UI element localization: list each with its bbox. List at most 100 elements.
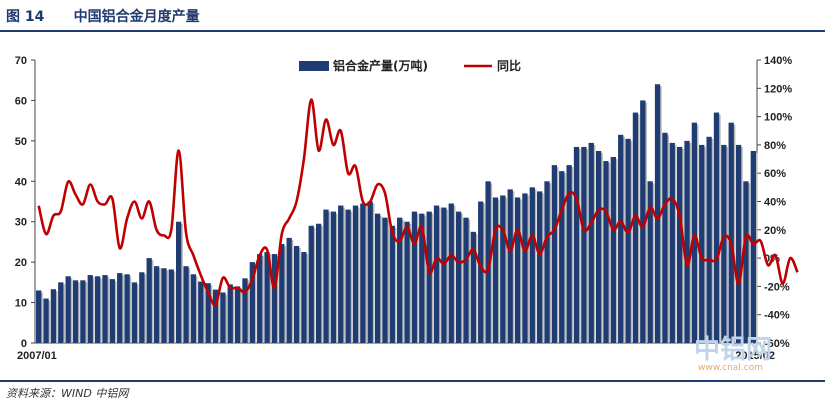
bar <box>647 181 653 343</box>
bar <box>500 195 506 343</box>
bar <box>610 157 616 343</box>
bar <box>65 276 71 343</box>
y-right-tick-label: 140% <box>764 55 792 67</box>
yoy-line <box>37 98 799 307</box>
x-end-label: 2015/02 <box>735 350 775 362</box>
bottom-rule <box>0 380 825 382</box>
bar <box>198 281 204 343</box>
bar <box>632 112 639 343</box>
bar <box>257 254 263 343</box>
bar <box>743 181 749 343</box>
bar <box>618 134 624 343</box>
bar <box>227 284 233 343</box>
title-rule <box>0 30 825 32</box>
bar <box>58 282 64 343</box>
bar <box>662 132 668 343</box>
y-right-tick-label: 60% <box>764 168 786 180</box>
y-left-tick-label: 0 <box>21 338 27 350</box>
bar <box>551 165 558 343</box>
bar <box>485 181 491 343</box>
bar <box>713 112 720 343</box>
bar <box>367 201 373 343</box>
watermark-text: 中铝网 <box>694 335 772 365</box>
bar <box>279 243 285 343</box>
bar <box>735 144 742 343</box>
bar <box>301 252 307 343</box>
bar <box>153 266 160 343</box>
y-right-tick-label: 80% <box>764 140 786 152</box>
bar <box>330 211 337 343</box>
y-right-tick-label: 100% <box>764 112 792 124</box>
bar <box>573 146 580 343</box>
bar <box>323 209 329 343</box>
watermark-url: www.cnal.com <box>698 363 763 373</box>
bar <box>271 254 278 343</box>
line-series <box>37 98 799 307</box>
y-left-tick-label: 60 <box>15 95 27 107</box>
bar <box>669 142 675 343</box>
bar <box>389 225 395 343</box>
bar <box>463 217 469 343</box>
bar <box>699 144 705 343</box>
bar <box>36 290 42 343</box>
bar <box>625 138 631 343</box>
bar <box>595 150 602 343</box>
bar <box>146 258 152 343</box>
bar <box>293 245 300 343</box>
bar <box>455 211 462 343</box>
bar <box>559 171 565 343</box>
watermark-logo: 中铝网 www.cnal.com <box>694 335 772 373</box>
bar <box>168 269 174 343</box>
bar <box>441 207 447 343</box>
bar <box>220 292 226 343</box>
bar <box>382 217 388 343</box>
y-right-tick-label: 20% <box>764 225 786 237</box>
bar <box>691 122 698 343</box>
bar <box>603 161 609 343</box>
bar <box>397 217 403 343</box>
legend-bar-swatch <box>299 61 329 71</box>
bar <box>404 221 410 343</box>
bar <box>190 274 197 343</box>
bar-series <box>36 84 758 344</box>
bar <box>529 187 535 343</box>
bar <box>588 142 594 343</box>
bar <box>544 181 550 343</box>
bar <box>448 203 454 343</box>
bar <box>80 280 86 343</box>
bar <box>338 205 344 343</box>
bar <box>161 268 167 343</box>
y-right-tick-label: 40% <box>764 197 786 209</box>
bar <box>234 286 241 343</box>
bar <box>352 205 359 343</box>
bar <box>522 193 528 343</box>
bar <box>640 100 646 344</box>
chart: 010203040506070-60%-40%-20%0%20%40%60%80… <box>15 55 799 362</box>
bar <box>50 289 57 343</box>
bar <box>124 274 130 343</box>
bar <box>345 209 351 343</box>
bar <box>514 197 521 343</box>
legend-line-label: 同比 <box>497 58 521 73</box>
x-start-label: 2007/01 <box>17 350 57 362</box>
bar <box>87 275 93 343</box>
bar <box>308 225 314 343</box>
bar <box>411 211 418 343</box>
y-left-tick-label: 70 <box>15 55 27 67</box>
y-left-tick-label: 20 <box>15 257 27 269</box>
bar <box>264 252 270 343</box>
bar <box>750 150 756 343</box>
bar <box>566 165 572 343</box>
y-right-tick-label: -60% <box>764 338 790 350</box>
bar <box>374 213 381 343</box>
bar <box>360 203 366 343</box>
y-left-tick-label: 10 <box>15 298 27 310</box>
chart-legend: 铝合金产量(万吨) 同比 <box>299 58 521 73</box>
bar <box>72 280 79 343</box>
source-note: 资料来源：WIND 中铝网 <box>6 387 129 400</box>
bar <box>102 275 108 343</box>
bar <box>706 136 712 343</box>
bar <box>205 283 211 343</box>
y-left-tick-label: 40 <box>15 176 27 188</box>
bar <box>117 273 123 343</box>
